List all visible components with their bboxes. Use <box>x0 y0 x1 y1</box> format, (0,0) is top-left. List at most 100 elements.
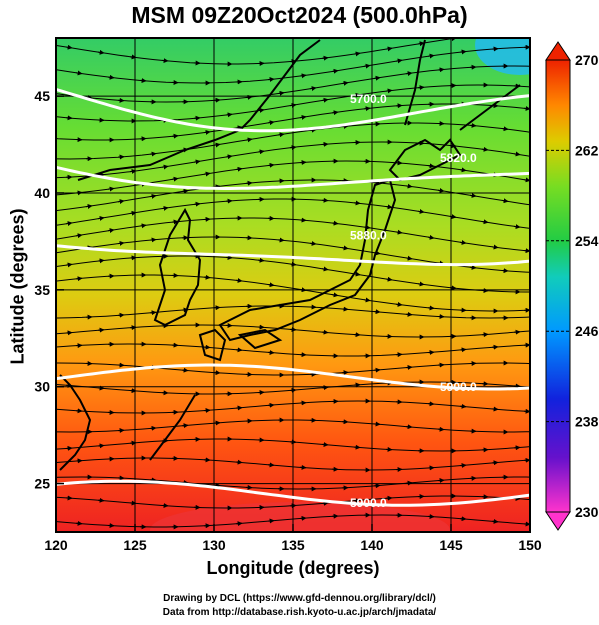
wind-arrow <box>97 258 105 264</box>
wind-arrow <box>267 162 275 168</box>
wind-arrow <box>65 221 73 227</box>
colorbar-tick-label: 246 <box>575 323 599 339</box>
wind-arrow <box>321 385 329 391</box>
wind-arrow <box>309 240 317 246</box>
wind-arrow <box>405 255 413 261</box>
wind-arrow <box>107 228 115 233</box>
wind-arrow <box>213 142 221 148</box>
wind-arrow <box>257 257 265 263</box>
wind-arrow <box>385 88 393 94</box>
colorbar-tick-label: 230 <box>575 504 599 520</box>
wind-arrow <box>161 164 169 170</box>
wind-arrow <box>405 183 413 189</box>
kuril-islands <box>459 84 521 131</box>
wind-arrow <box>363 297 371 303</box>
wind-arrow <box>299 73 307 79</box>
streamline <box>56 343 530 357</box>
wind-arrow <box>193 201 201 207</box>
wind-arrow <box>437 67 445 73</box>
x-axis-ticks: 120 125 130 135 140 145 150 <box>44 524 542 553</box>
wind-arrow <box>417 208 425 214</box>
wind-arrow <box>491 244 499 250</box>
map-title: MSM 09Z20Oct2024 (500.0hPa) <box>131 2 468 28</box>
wind-arrow <box>193 159 201 165</box>
wind-arrow <box>65 262 73 268</box>
wind-arrow <box>117 199 125 205</box>
wind-arrow <box>482 34 488 35</box>
streamline <box>56 103 530 141</box>
wind-arrow <box>277 237 285 243</box>
wind-arrow <box>331 292 339 298</box>
y-axis-label: Latitude (degrees) <box>7 208 28 365</box>
wind-arrow <box>395 301 403 307</box>
wind-arrow <box>193 115 201 121</box>
wind-arrow <box>309 86 317 91</box>
wind-arrow <box>181 188 189 194</box>
colorbar-min-arrow <box>545 511 571 531</box>
taiwan-coast <box>59 374 92 471</box>
streamline <box>56 217 530 252</box>
wind-arrow <box>459 240 467 245</box>
y-axis-ticks: 25 30 35 40 45 <box>34 88 64 492</box>
streamline <box>56 419 530 433</box>
wind-arrow <box>107 186 115 192</box>
wind-arrow <box>181 480 189 486</box>
wind-arrow <box>309 127 317 133</box>
wind-arrow <box>427 234 435 240</box>
wind-arrow <box>245 94 253 100</box>
wind-arrow <box>341 80 349 86</box>
x-tick-label: 130 <box>202 537 226 553</box>
streamline <box>56 274 530 312</box>
wind-arrow <box>225 154 233 160</box>
wind-arrow <box>427 163 435 169</box>
wind-arrow <box>139 223 147 229</box>
wind-arrow <box>513 151 521 157</box>
colorbar: 230 238 246 254 262 270 <box>545 41 599 531</box>
wind-arrow <box>97 327 105 333</box>
contour-label: 5900.0 <box>350 496 387 510</box>
wind-arrow <box>171 176 179 182</box>
wind-arrow <box>469 193 477 198</box>
height-contour <box>56 88 530 133</box>
wind-arrow <box>245 180 253 186</box>
wind-arrow <box>331 68 339 74</box>
wind-arrow <box>469 264 477 270</box>
wind-arrow <box>459 462 467 468</box>
height-contour <box>56 244 530 267</box>
wind-arrow <box>203 129 211 135</box>
wind-arrow <box>417 281 425 287</box>
wind-arrow <box>353 51 361 57</box>
wind-arrow <box>97 215 105 221</box>
x-tick-label: 140 <box>360 537 384 553</box>
wind-arrow <box>459 167 467 173</box>
wind-arrow <box>181 423 189 429</box>
x-tick-label: 145 <box>439 537 463 553</box>
wind-arrow <box>385 46 393 52</box>
wind-arrow <box>385 204 393 210</box>
wind-arrow <box>117 240 125 246</box>
wind-arrow <box>321 442 329 448</box>
wind-arrow <box>405 424 413 430</box>
contour-label: 5880.0 <box>350 229 387 243</box>
wind-arrow <box>341 245 349 251</box>
wind-arrow <box>149 237 157 243</box>
wind-arrow <box>341 124 349 129</box>
wind-arrow <box>75 70 83 76</box>
y-tick-label: 35 <box>34 282 50 298</box>
wind-arrow <box>65 44 73 50</box>
colorbar-tick-label: 262 <box>575 142 599 158</box>
wind-arrow <box>267 518 275 524</box>
wind-arrow <box>321 55 329 61</box>
wind-arrow <box>501 198 509 204</box>
wind-arrow <box>459 403 467 409</box>
wind-arrow <box>481 146 489 152</box>
wind-arrow <box>299 114 307 120</box>
streamline <box>56 514 530 528</box>
wind-arrow <box>267 76 275 82</box>
wind-arrow <box>501 126 509 132</box>
contour-label: 5820.0 <box>440 151 477 165</box>
wind-streamlines <box>56 34 530 530</box>
wind-arrow <box>235 166 243 172</box>
y-tick-label: 45 <box>34 88 50 104</box>
